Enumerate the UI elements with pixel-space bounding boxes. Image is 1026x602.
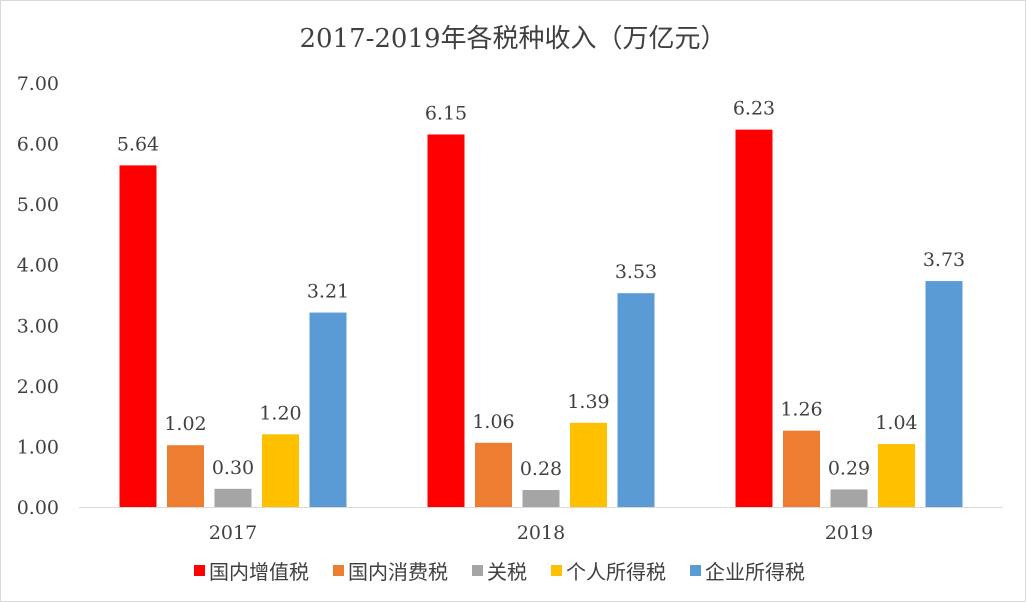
data-label: 0.30 <box>212 457 254 479</box>
y-axis-ticks: 0.00 1.00 2.00 3.00 4.00 5.00 6.00 7.00 <box>17 73 59 519</box>
data-label: 6.15 <box>425 102 467 124</box>
data-label: 6.23 <box>733 98 775 120</box>
data-label: 3.73 <box>923 249 965 271</box>
data-label: 1.20 <box>259 402 301 424</box>
data-label: 0.29 <box>828 457 870 479</box>
bar <box>570 422 607 507</box>
legend-label: 个人所得税 <box>566 560 666 584</box>
legend-label: 国内消费税 <box>348 560 448 584</box>
y-tick-label: 3.00 <box>17 315 59 337</box>
bar <box>878 444 915 507</box>
y-tick-label: 6.00 <box>17 134 59 156</box>
bar <box>735 129 773 507</box>
y-tick-label: 5.00 <box>17 194 59 216</box>
data-label: 1.04 <box>875 412 917 434</box>
data-label: 3.53 <box>615 261 657 283</box>
bar <box>309 312 347 507</box>
bar <box>522 490 560 507</box>
bar <box>167 445 204 507</box>
bar <box>830 489 868 507</box>
legend: 国内增值税 国内消费税 关税 个人所得税 企业所得税 <box>194 560 805 584</box>
legend-swatch <box>551 565 562 576</box>
data-label: 1.06 <box>472 411 514 433</box>
data-label: 1.26 <box>780 399 822 421</box>
legend-swatch <box>333 565 344 576</box>
x-axis-ticks: 2017 2018 2019 <box>209 522 873 544</box>
x-tick-label: 2017 <box>209 522 257 544</box>
x-tick-label: 2018 <box>517 522 565 544</box>
bar <box>783 430 820 507</box>
data-label: 5.64 <box>117 133 159 155</box>
legend-swatch <box>472 565 483 576</box>
data-label: 1.39 <box>567 391 609 413</box>
bars <box>119 129 963 507</box>
bar <box>617 293 655 507</box>
y-tick-label: 2.00 <box>17 376 59 398</box>
data-label: 0.28 <box>520 458 562 480</box>
chart-title: 2017-2019年各税种收入（万亿元） <box>299 24 726 54</box>
legend-swatch <box>194 565 205 576</box>
y-tick-label: 7.00 <box>17 73 59 95</box>
bar <box>925 281 963 507</box>
y-tick-label: 1.00 <box>17 436 59 458</box>
legend-label: 国内增值税 <box>209 560 309 584</box>
bar <box>427 134 465 507</box>
data-label: 1.02 <box>164 413 206 435</box>
bar <box>262 434 299 507</box>
bar <box>475 442 512 507</box>
data-label: 3.21 <box>307 281 349 303</box>
legend-label: 关税 <box>487 560 527 584</box>
legend-label: 企业所得税 <box>705 560 805 584</box>
bar <box>214 488 252 507</box>
legend-swatch <box>690 565 701 576</box>
y-tick-label: 4.00 <box>17 255 59 277</box>
bar <box>119 165 157 507</box>
y-tick-label: 0.00 <box>17 497 59 519</box>
x-tick-label: 2019 <box>825 522 873 544</box>
data-labels: 5.64 1.02 0.30 1.20 3.21 6.15 1.06 0.28 1.39 3.53… <box>117 98 965 480</box>
